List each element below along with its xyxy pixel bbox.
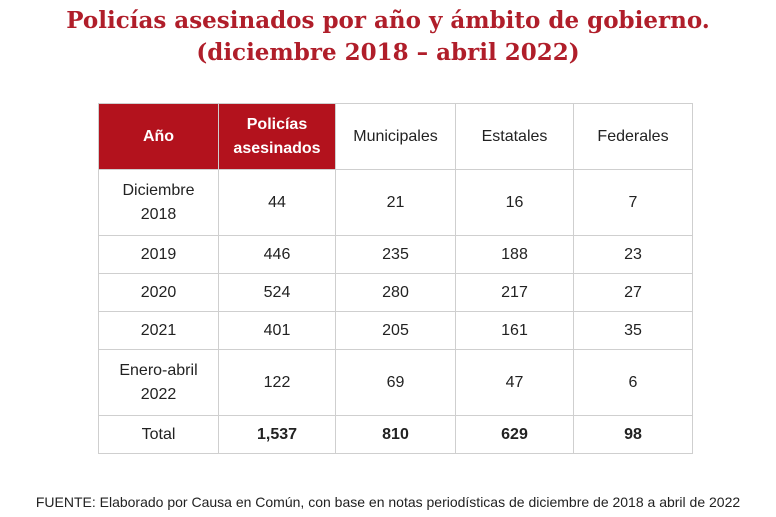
cell-state: 217 xyxy=(455,273,574,312)
cell-municipal: 280 xyxy=(335,273,456,312)
row-label: Total xyxy=(98,415,219,454)
cell-police-killed: 524 xyxy=(218,273,336,312)
header-police-killed: Policías asesinados xyxy=(218,103,336,170)
cell-state: 16 xyxy=(455,169,574,236)
cell-federal: 6 xyxy=(573,349,693,416)
cell-police-killed: 401 xyxy=(218,311,336,350)
cell-municipal: 205 xyxy=(335,311,456,350)
row-label: 2021 xyxy=(98,311,219,350)
cell-police-killed: 44 xyxy=(218,169,336,236)
row-label: 2020 xyxy=(98,273,219,312)
table-row: 2019 446 235 188 23 xyxy=(98,235,693,274)
cell-state: 47 xyxy=(455,349,574,416)
cell-federal: 35 xyxy=(573,311,693,350)
header-year: Año xyxy=(98,103,219,170)
header-state: Estatales xyxy=(455,103,574,170)
page-subtitle: (diciembre 2018 – abril 2022) xyxy=(196,39,580,66)
cell-federal: 7 xyxy=(573,169,693,236)
cell-police-killed: 122 xyxy=(218,349,336,416)
cell-federal: 98 xyxy=(573,415,693,454)
row-label: Enero-abril 2022 xyxy=(98,349,219,416)
table-header-row: Año Policías asesinados Municipales Esta… xyxy=(98,103,693,170)
cell-federal: 27 xyxy=(573,273,693,312)
source-note: FUENTE: Elaborado por Causa en Común, co… xyxy=(35,494,741,510)
data-table: Año Policías asesinados Municipales Esta… xyxy=(98,103,693,454)
cell-municipal: 69 xyxy=(335,349,456,416)
cell-police-killed: 1,537 xyxy=(218,415,336,454)
table-row: 2020 524 280 217 27 xyxy=(98,273,693,312)
table-row: Diciembre 2018 44 21 16 7 xyxy=(98,169,693,236)
header-municipal: Municipales xyxy=(335,103,456,170)
cell-federal: 23 xyxy=(573,235,693,274)
cell-municipal: 810 xyxy=(335,415,456,454)
row-label: Diciembre 2018 xyxy=(98,169,219,236)
cell-state: 161 xyxy=(455,311,574,350)
cell-police-killed: 446 xyxy=(218,235,336,274)
table-total-row: Total 1,537 810 629 98 xyxy=(98,415,693,454)
cell-municipal: 21 xyxy=(335,169,456,236)
cell-state: 188 xyxy=(455,235,574,274)
page-title: Policías asesinados por año y ámbito de … xyxy=(66,7,710,34)
row-label: 2019 xyxy=(98,235,219,274)
table-row: Enero-abril 2022 122 69 47 6 xyxy=(98,349,693,416)
cell-state: 629 xyxy=(455,415,574,454)
table-row: 2021 401 205 161 35 xyxy=(98,311,693,350)
cell-municipal: 235 xyxy=(335,235,456,274)
header-federal: Federales xyxy=(573,103,693,170)
